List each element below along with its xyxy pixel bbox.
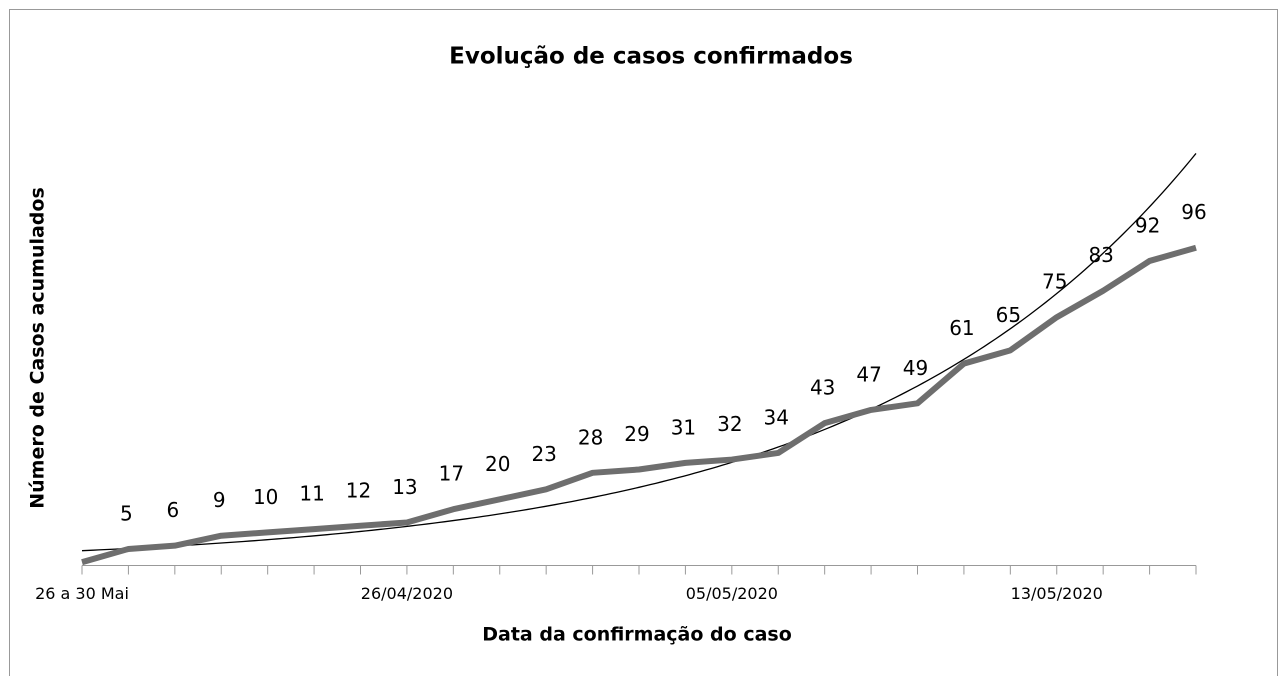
data-label: 32 [717, 412, 742, 436]
x-tick-label: 13/05/2020 [1011, 584, 1103, 603]
data-label: 17 [439, 462, 464, 486]
x-axis-label: Data da confirmação do caso [482, 624, 792, 646]
data-label: 11 [299, 482, 324, 506]
data-label: 34 [764, 405, 789, 429]
data-label: 96 [1181, 200, 1206, 224]
x-tick-label: 05/05/2020 [686, 584, 778, 603]
x-tick-label: 26/04/2020 [361, 584, 453, 603]
x-tick-label: 26 a 30 Mai [35, 584, 129, 603]
data-label: 13 [392, 475, 417, 499]
chart-title: Evolução de casos confirmados [449, 44, 853, 70]
chart-border [9, 9, 1278, 676]
trendline [81, 153, 1197, 552]
y-axis-label: Número de Casos acumulados [27, 187, 49, 509]
data-label: 92 [1135, 213, 1160, 237]
data-label: 61 [949, 316, 974, 340]
data-label: 29 [624, 422, 649, 446]
data-label: 9 [213, 488, 226, 512]
data-label: 6 [166, 498, 179, 522]
data-label: 49 [903, 356, 928, 380]
data-label: 28 [578, 425, 603, 449]
data-label: 75 [1042, 270, 1067, 294]
data-label: 83 [1088, 243, 1113, 267]
data-label: 43 [810, 376, 835, 400]
data-line [81, 244, 1197, 566]
data-label: 5 [120, 501, 133, 525]
data-label: 23 [531, 442, 556, 466]
data-label: 12 [346, 478, 371, 502]
data-label: 65 [996, 303, 1021, 327]
data-label: 31 [671, 415, 696, 439]
data-label: 47 [856, 362, 881, 386]
data-label: 20 [485, 452, 510, 476]
data-label: 10 [253, 485, 278, 509]
